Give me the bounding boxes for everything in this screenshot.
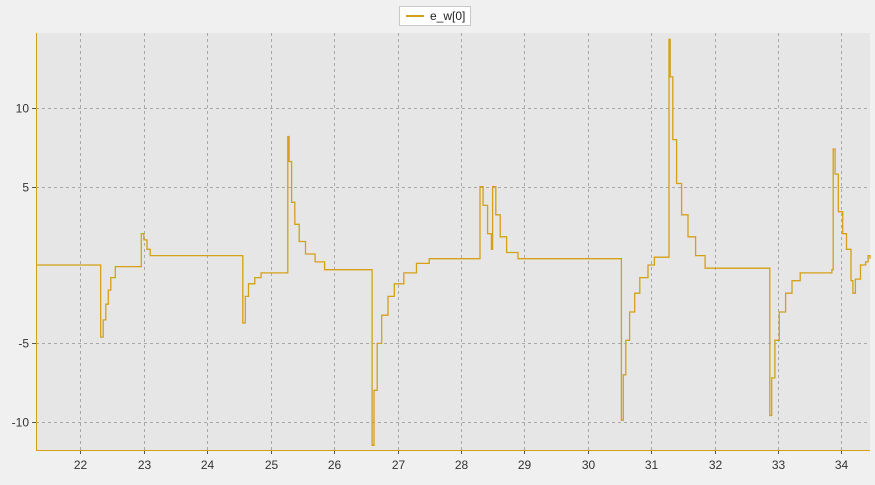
grid-layer (36, 33, 870, 450)
x-tick-label: 34 (835, 458, 849, 472)
x-tick-label: 28 (455, 458, 469, 472)
x-tick-label: 32 (709, 458, 723, 472)
x-tick-label: 31 (645, 458, 659, 472)
legend-label: e_w[0] (430, 9, 466, 23)
x-tick-label: 29 (518, 458, 532, 472)
axis-layer (32, 33, 870, 454)
x-tick-label: 25 (265, 458, 279, 472)
x-tick-label: 24 (201, 458, 215, 472)
y-tick-label: 10 (16, 102, 30, 116)
legend[interactable]: e_w[0] (399, 6, 471, 26)
tick-layer: 22 23 24 25 26 27 28 29 30 31 32 33 34 -10 -5 5 10 (12, 102, 849, 473)
y-tick-label: -10 (12, 416, 30, 430)
y-tick-label: 5 (22, 181, 29, 195)
legend-swatch (406, 15, 424, 17)
x-tick-label: 23 (138, 458, 152, 472)
plot-area[interactable] (36, 33, 870, 450)
x-tick-label: 33 (772, 458, 786, 472)
x-tick-label: 27 (392, 458, 406, 472)
x-tick-label: 30 (582, 458, 596, 472)
series-layer (36, 38, 871, 446)
y-tick-label: -5 (18, 337, 29, 351)
x-tick-label: 22 (74, 458, 88, 472)
x-tick-label: 26 (328, 458, 342, 472)
series-line[interactable] (36, 38, 871, 446)
